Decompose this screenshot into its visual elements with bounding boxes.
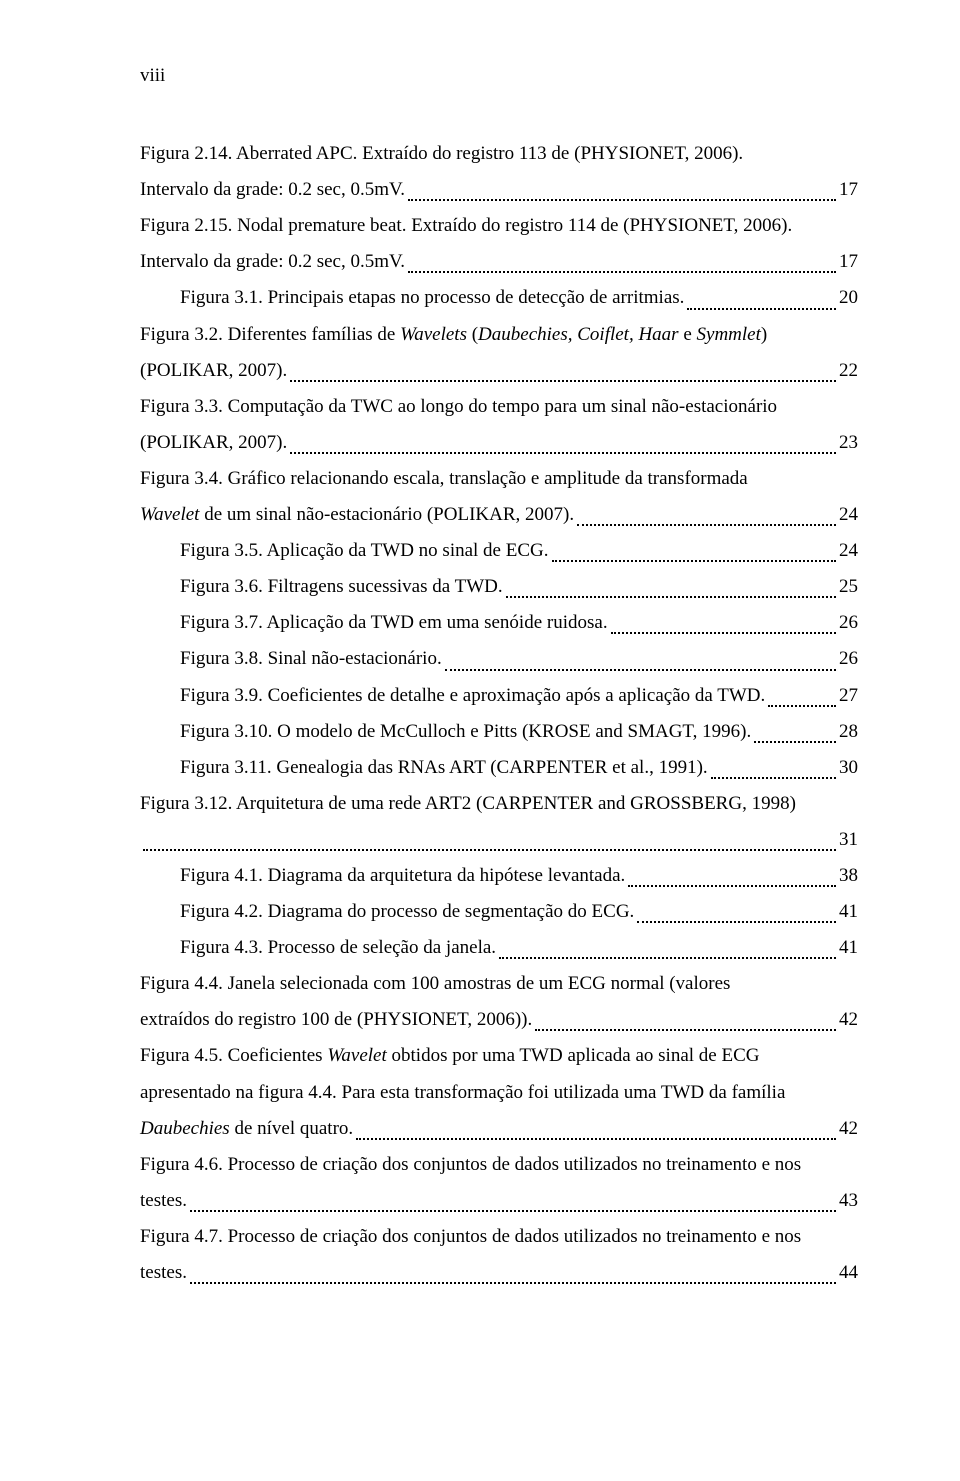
leader-dots: [190, 1281, 836, 1284]
figure-entry-page: 44: [839, 1255, 858, 1291]
leader-dots: [577, 523, 836, 526]
figure-entry-text: Figura 3.9. Coeficientes de detalhe e ap…: [140, 678, 765, 714]
figure-entry-line: Figura 2.15. Nodal premature beat. Extra…: [140, 208, 858, 244]
figure-entry-text: Daubechies de nível quatro.: [140, 1111, 353, 1147]
leader-dots: [356, 1137, 836, 1140]
figure-entry-page: 26: [839, 605, 858, 641]
figure-entry-page: 24: [839, 497, 858, 533]
figure-entry: Figura 4.3. Processo de seleção da janel…: [140, 930, 858, 966]
leader-dots: [506, 595, 836, 598]
figure-entry-page: 26: [839, 641, 858, 677]
figure-entry-page: 41: [839, 930, 858, 966]
leader-dots: [552, 559, 837, 562]
figure-entry-page: 17: [839, 244, 858, 280]
figure-entry-text: (POLIKAR, 2007).: [140, 353, 287, 389]
leader-dots: [711, 776, 836, 779]
figure-entry: Figura 3.11. Genealogia das RNAs ART (CA…: [140, 750, 858, 786]
figure-entry-text: Intervalo da grade: 0.2 sec, 0.5mV.: [140, 172, 405, 208]
figure-entry: Figura 3.5. Aplicação da TWD no sinal de…: [140, 533, 858, 569]
leader-dots: [637, 920, 836, 923]
figure-entry: (POLIKAR, 2007). 23: [140, 425, 858, 461]
figure-entry-page: 43: [839, 1183, 858, 1219]
figure-entry-text: Figura 4.1. Diagrama da arquitetura da h…: [140, 858, 625, 894]
figure-entry-line: Figura 4.5. Coeficientes Wavelet obtidos…: [140, 1038, 858, 1074]
figure-entry: Wavelet de um sinal não-estacionário (PO…: [140, 497, 858, 533]
figure-entry-text: testes.: [140, 1183, 187, 1219]
figure-entry-text: Wavelet de um sinal não-estacionário (PO…: [140, 497, 574, 533]
figure-entry-line: Figura 3.12. Arquitetura de uma rede ART…: [140, 786, 858, 822]
figure-entry: (POLIKAR, 2007). 22: [140, 353, 858, 389]
figure-entry-page: 20: [839, 280, 858, 316]
figure-entry-line: Figura 3.4. Gráfico relacionando escala,…: [140, 461, 858, 497]
leader-dots: [768, 704, 836, 707]
figure-entry-text: (POLIKAR, 2007).: [140, 425, 287, 461]
figure-entry-text: Figura 4.3. Processo de seleção da janel…: [140, 930, 496, 966]
figure-entry-text: testes.: [140, 1255, 187, 1291]
figure-entry-text: Figura 3.10. O modelo de McCulloch e Pit…: [140, 714, 751, 750]
figure-entry-page: 28: [839, 714, 858, 750]
figure-entry: Figura 3.10. O modelo de McCulloch e Pit…: [140, 714, 858, 750]
figure-entry-line: Figura 4.7. Processo de criação dos conj…: [140, 1219, 858, 1255]
figure-entry-page: 41: [839, 894, 858, 930]
leader-dots: [290, 451, 836, 454]
figure-list: Figura 2.14. Aberrated APC. Extraído do …: [140, 136, 858, 1291]
leader-dots: [445, 668, 836, 671]
figure-entry-text: Figura 4.2. Diagrama do processo de segm…: [140, 894, 634, 930]
figure-entry: Figura 4.1. Diagrama da arquitetura da h…: [140, 858, 858, 894]
leader-dots: [628, 884, 836, 887]
figure-entry-page: 31: [839, 822, 858, 858]
figure-entry-text: extraídos do registro 100 de (PHYSIONET,…: [140, 1002, 532, 1038]
figure-entry-page: 30: [839, 750, 858, 786]
figure-entry: 31: [140, 822, 858, 858]
figure-entry-text: Figura 3.7. Aplicação da TWD em uma senó…: [140, 605, 608, 641]
figure-entry-page: 27: [839, 678, 858, 714]
leader-dots: [408, 198, 836, 201]
figure-entry: extraídos do registro 100 de (PHYSIONET,…: [140, 1002, 858, 1038]
figure-entry: testes. 44: [140, 1255, 858, 1291]
figure-entry-line: Figura 3.3. Computação da TWC ao longo d…: [140, 389, 858, 425]
figure-entry-page: 38: [839, 858, 858, 894]
figure-entry-page: 23: [839, 425, 858, 461]
figure-entry-text: Intervalo da grade: 0.2 sec, 0.5mV.: [140, 244, 405, 280]
figure-entry-line: Figura 4.6. Processo de criação dos conj…: [140, 1147, 858, 1183]
figure-entry-line: Figura 2.14. Aberrated APC. Extraído do …: [140, 136, 858, 172]
figure-entry: Figura 3.9. Coeficientes de detalhe e ap…: [140, 678, 858, 714]
document-page: viii Figura 2.14. Aberrated APC. Extraíd…: [0, 0, 960, 1481]
figure-entry: Daubechies de nível quatro. 42: [140, 1111, 858, 1147]
figure-entry-text: Figura 3.8. Sinal não-estacionário.: [140, 641, 442, 677]
figure-entry-page: 24: [839, 533, 858, 569]
figure-entry-text: Figura 3.5. Aplicação da TWD no sinal de…: [140, 533, 549, 569]
figure-entry-line: apresentado na figura 4.4. Para esta tra…: [140, 1075, 858, 1111]
figure-entry: Figura 3.1. Principais etapas no process…: [140, 280, 858, 316]
figure-entry-text: Figura 3.11. Genealogia das RNAs ART (CA…: [140, 750, 708, 786]
figure-entry: Figura 3.6. Filtragens sucessivas da TWD…: [140, 569, 858, 605]
leader-dots: [190, 1209, 836, 1212]
figure-entry: Figura 3.7. Aplicação da TWD em uma senó…: [140, 605, 858, 641]
leader-dots: [499, 956, 836, 959]
figure-entry-line: Figura 3.2. Diferentes famílias de Wavel…: [140, 317, 858, 353]
figure-entry-page: 25: [839, 569, 858, 605]
page-number: viii: [140, 58, 858, 94]
figure-entry-page: 42: [839, 1002, 858, 1038]
figure-entry-page: 22: [839, 353, 858, 389]
leader-dots: [143, 848, 836, 851]
figure-entry-page: 42: [839, 1111, 858, 1147]
figure-entry: Figura 3.8. Sinal não-estacionário. 26: [140, 641, 858, 677]
figure-entry: Intervalo da grade: 0.2 sec, 0.5mV. 17: [140, 244, 858, 280]
figure-entry: Intervalo da grade: 0.2 sec, 0.5mV. 17: [140, 172, 858, 208]
leader-dots: [535, 1028, 836, 1031]
figure-entry-page: 17: [839, 172, 858, 208]
leader-dots: [611, 631, 836, 634]
figure-entry-text: Figura 3.6. Filtragens sucessivas da TWD…: [140, 569, 503, 605]
figure-entry-line: Figura 4.4. Janela selecionada com 100 a…: [140, 966, 858, 1002]
leader-dots: [687, 307, 836, 310]
leader-dots: [290, 379, 836, 382]
leader-dots: [754, 740, 836, 743]
leader-dots: [408, 270, 836, 273]
figure-entry: Figura 4.2. Diagrama do processo de segm…: [140, 894, 858, 930]
figure-entry: testes. 43: [140, 1183, 858, 1219]
figure-entry-text: Figura 3.1. Principais etapas no process…: [140, 280, 684, 316]
